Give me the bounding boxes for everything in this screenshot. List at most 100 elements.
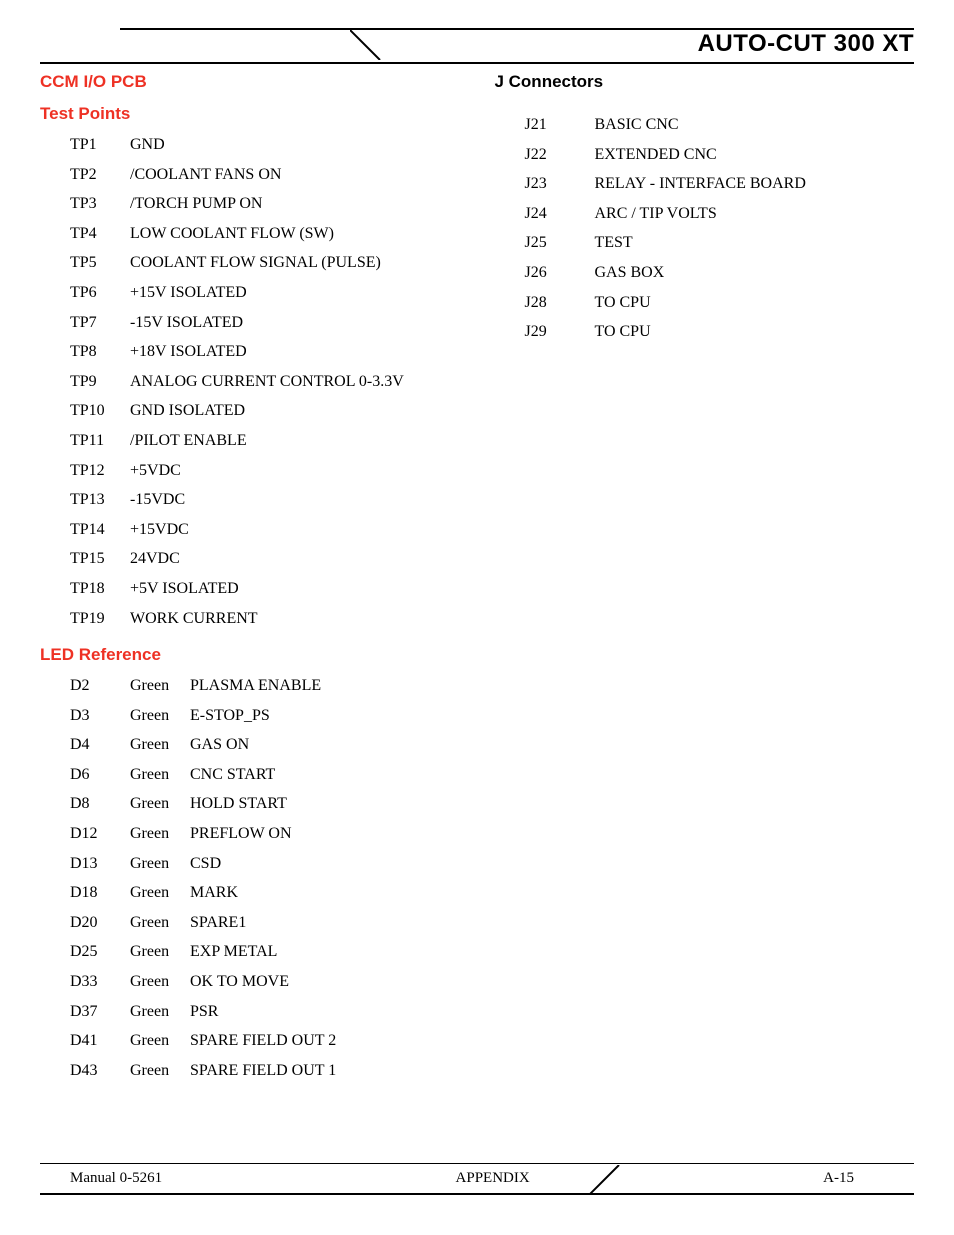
test-point-desc: GND [130,130,486,160]
j-connector-row: J24ARC / TIP VOLTS [494,199,914,229]
test-point-row: TP9ANALOG CURRENT CONTROL 0-3.3V [40,367,486,397]
test-point-id: TP6 [40,278,130,308]
led-row: D37GreenPSR [40,997,486,1027]
j-connector-desc: ARC / TIP VOLTS [594,199,914,229]
led-desc: SPARE1 [190,908,486,938]
footer-rule-bottom [40,1193,914,1195]
led-row: D41GreenSPARE FIELD OUT 2 [40,1026,486,1056]
test-point-desc: COOLANT FLOW SIGNAL (PULSE) [130,248,486,278]
product-title: AUTO-CUT 300 XT [40,30,914,60]
test-point-row: TP8+18V ISOLATED [40,337,486,367]
j-connector-id: J21 [494,110,594,140]
test-point-row: TP4LOW COOLANT FLOW (SW) [40,219,486,249]
led-id: D33 [40,967,130,997]
header-tab-shape [350,30,470,60]
test-point-desc: ANALOG CURRENT CONTROL 0-3.3V [130,367,486,397]
led-id: D8 [40,789,130,819]
test-points-list: TP1GNDTP2/COOLANT FANS ONTP3/TORCH PUMP … [40,130,486,633]
led-id: D18 [40,878,130,908]
led-desc: CNC START [190,760,486,790]
j-connector-id: J26 [494,258,594,288]
j-connector-id: J25 [494,228,594,258]
test-point-id: TP10 [40,396,130,426]
right-column: J Connectors J21BASIC CNCJ22EXTENDED CNC… [494,72,914,1085]
led-desc: E-STOP_PS [190,701,486,731]
j-connectors-heading: J Connectors [494,72,914,92]
led-row: D2GreenPLASMA ENABLE [40,671,486,701]
test-point-id: TP11 [40,426,130,456]
test-point-row: TP6+15V ISOLATED [40,278,486,308]
test-point-id: TP15 [40,544,130,574]
test-point-row: TP7-15V ISOLATED [40,308,486,338]
test-point-id: TP5 [40,248,130,278]
led-desc: OK TO MOVE [190,967,486,997]
test-point-id: TP12 [40,456,130,486]
j-connector-id: J24 [494,199,594,229]
test-point-id: TP1 [40,130,130,160]
header-rule-top [120,28,914,30]
j-connector-id: J22 [494,140,594,170]
j-connector-desc: EXTENDED CNC [594,140,914,170]
led-desc: CSD [190,849,486,879]
test-point-row: TP5COOLANT FLOW SIGNAL (PULSE) [40,248,486,278]
test-point-id: TP13 [40,485,130,515]
j-connector-row: J25TEST [494,228,914,258]
test-point-desc: -15VDC [130,485,486,515]
test-point-desc: GND ISOLATED [130,396,486,426]
led-color: Green [130,1026,190,1056]
test-point-row: TP1GND [40,130,486,160]
j-connector-desc: BASIC CNC [594,110,914,140]
j-connector-row: J23RELAY - INTERFACE BOARD [494,169,914,199]
test-point-id: TP4 [40,219,130,249]
led-desc: SPARE FIELD OUT 1 [190,1056,486,1086]
j-connector-desc: TO CPU [594,288,914,318]
led-row: D3GreenE-STOP_PS [40,701,486,731]
pcb-heading: CCM I/O PCB [40,72,486,92]
led-color: Green [130,819,190,849]
test-point-row: TP1524VDC [40,544,486,574]
j-connector-row: J21BASIC CNC [494,110,914,140]
led-color: Green [130,849,190,879]
j-connectors-list: J21BASIC CNCJ22EXTENDED CNCJ23RELAY - IN… [494,110,914,347]
j-connector-id: J28 [494,288,594,318]
led-color: Green [130,1056,190,1086]
led-row: D8GreenHOLD START [40,789,486,819]
led-id: D41 [40,1026,130,1056]
led-id: D25 [40,937,130,967]
led-color: Green [130,908,190,938]
j-connector-row: J28TO CPU [494,288,914,318]
test-point-desc: WORK CURRENT [130,604,486,634]
led-color: Green [130,671,190,701]
test-point-row: TP3/TORCH PUMP ON [40,189,486,219]
test-point-id: TP19 [40,604,130,634]
led-color: Green [130,997,190,1027]
test-point-desc: +18V ISOLATED [130,337,486,367]
content-columns: CCM I/O PCB Test Points TP1GNDTP2/COOLAN… [40,72,914,1085]
led-list: D2GreenPLASMA ENABLED3GreenE-STOP_PSD4Gr… [40,671,486,1085]
led-row: D6GreenCNC START [40,760,486,790]
led-desc: MARK [190,878,486,908]
test-point-row: TP19WORK CURRENT [40,604,486,634]
test-point-desc: LOW COOLANT FLOW (SW) [130,219,486,249]
j-connector-desc: RELAY - INTERFACE BOARD [594,169,914,199]
j-connector-id: J23 [494,169,594,199]
test-point-row: TP18+5V ISOLATED [40,574,486,604]
test-point-desc: +5VDC [130,456,486,486]
test-point-desc: /TORCH PUMP ON [130,189,486,219]
led-desc: GAS ON [190,730,486,760]
test-point-row: TP14+15VDC [40,515,486,545]
test-points-heading: Test Points [40,104,486,124]
led-id: D6 [40,760,130,790]
test-point-id: TP2 [40,160,130,190]
page-header: AUTO-CUT 300 XT [40,28,914,64]
j-connector-row: J26GAS BOX [494,258,914,288]
led-color: Green [130,878,190,908]
test-point-row: TP10GND ISOLATED [40,396,486,426]
led-row: D12GreenPREFLOW ON [40,819,486,849]
footer-page: A-15 [823,1170,854,1187]
led-id: D13 [40,849,130,879]
page-footer: Manual 0-5261 APPENDIX A-15 [40,1163,914,1195]
led-desc: SPARE FIELD OUT 2 [190,1026,486,1056]
test-point-row: TP13-15VDC [40,485,486,515]
test-point-desc: -15V ISOLATED [130,308,486,338]
